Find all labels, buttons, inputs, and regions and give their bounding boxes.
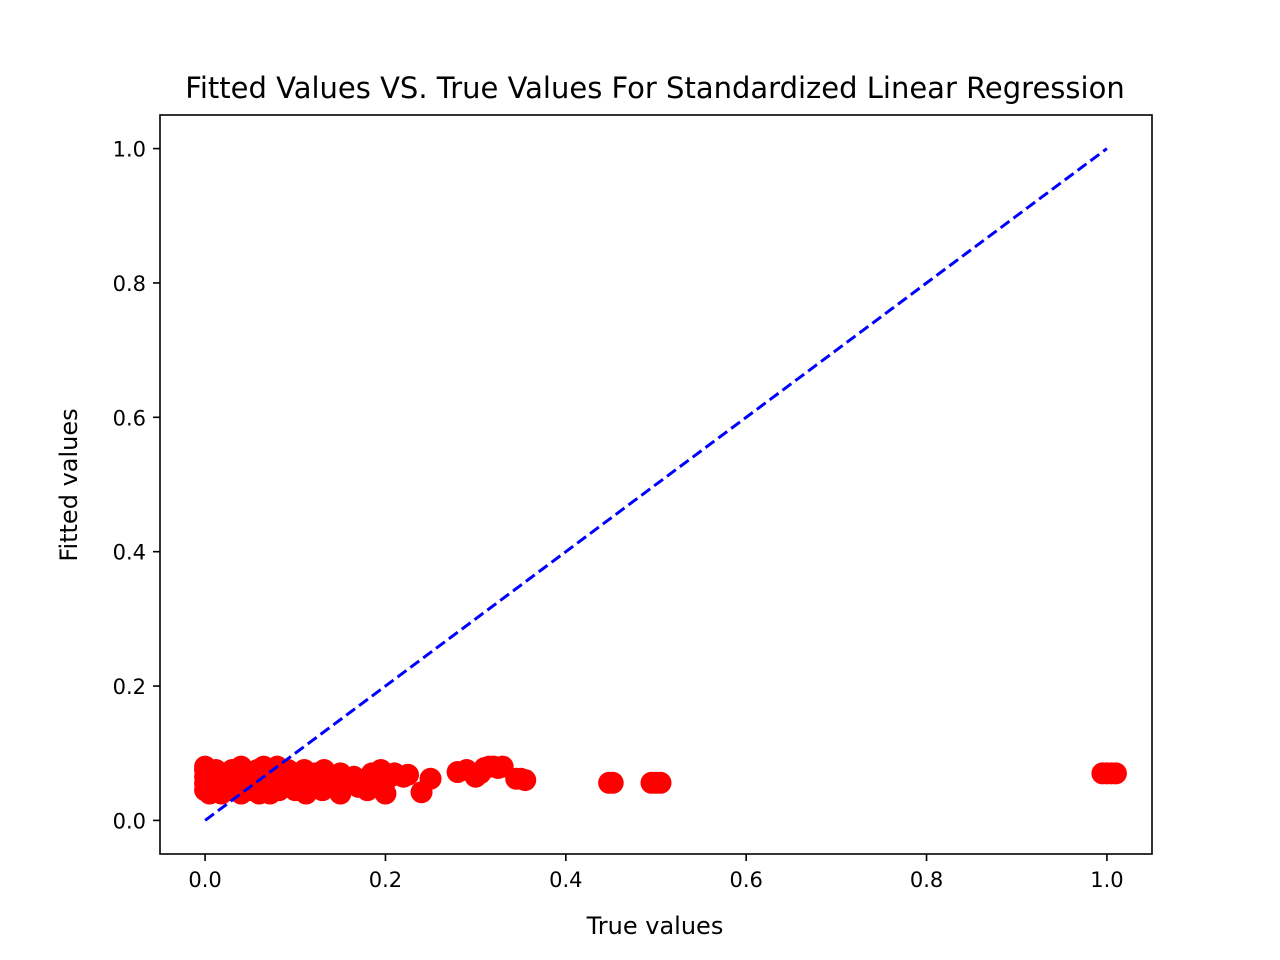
- y-axis-label: Fitted values: [55, 408, 83, 561]
- x-axis-label: True values: [586, 912, 724, 940]
- x-tick-label: 0.8: [910, 868, 943, 892]
- data-point: [1104, 762, 1127, 785]
- y-tick-label: 0.4: [113, 541, 146, 565]
- plot-frame: [159, 114, 1153, 855]
- data-point: [649, 771, 672, 794]
- data-point: [601, 771, 624, 794]
- data-point: [514, 769, 537, 792]
- data-point: [419, 767, 442, 790]
- y-tick-label: 0.6: [113, 406, 146, 430]
- y-tick-label: 0.0: [113, 809, 146, 833]
- y-tick-label: 1.0: [113, 138, 146, 162]
- reference-line: [204, 147, 1108, 822]
- x-tick-label: 1.0: [1090, 868, 1123, 892]
- x-tick-label: 0.4: [549, 868, 582, 892]
- x-tick-label: 0.0: [188, 868, 221, 892]
- x-tick-label: 0.6: [729, 868, 762, 892]
- chart-title: Fitted Values VS. True Values For Standa…: [185, 71, 1124, 105]
- y-tick-label: 0.8: [113, 272, 146, 296]
- plot-area: 0.0 0.2 0.4 0.6 0.8 1.0 0.0 0.2 0.4 0.6 0.8 1.0: [113, 114, 1153, 892]
- data-point: [397, 763, 419, 786]
- x-tick-label: 0.2: [369, 868, 402, 892]
- data-point: [374, 782, 397, 805]
- y-tick-label: 0.2: [113, 675, 146, 699]
